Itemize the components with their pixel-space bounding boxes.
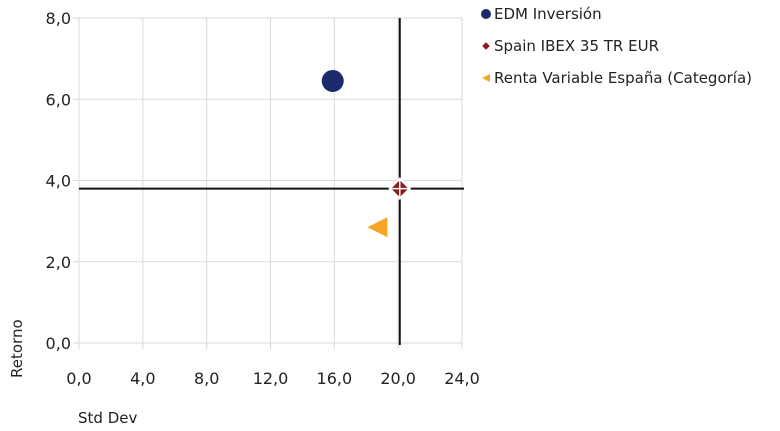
y-tick-label: 2,0 [46, 253, 71, 272]
x-tick-label: 24,0 [444, 369, 480, 388]
y-tick-label: 4,0 [46, 172, 71, 191]
data-point-2 [388, 177, 412, 201]
data-point-1 [321, 69, 344, 92]
legend-marker-2-shape [480, 40, 492, 52]
x-tick-label: 12,0 [253, 369, 289, 388]
legend: EDM Inversión Spain IBEX 35 TR EUR Renta V… [480, 5, 752, 87]
legend-marker-1 [481, 9, 491, 19]
y-tick-label: 0,0 [46, 334, 71, 353]
legend-label-2: Spain IBEX 35 TR EUR [494, 37, 659, 55]
legend-marker-3 [482, 74, 490, 82]
x-tick-label: 0,0 [66, 369, 91, 388]
x-tick-labels: 0,0 4,0 8,0 12,0 16,0 20,0 24,0 [66, 369, 480, 388]
x-tick-label: 16,0 [317, 369, 353, 388]
x-axis-title: Std Dev [78, 409, 137, 427]
y-tick-labels: 0,0 2,0 4,0 6,0 8,0 [46, 9, 71, 353]
legend-label-1: EDM Inversión [494, 5, 602, 23]
data-point-3 [367, 217, 388, 238]
x-tick-label: 4,0 [130, 369, 155, 388]
y-tick-label: 8,0 [46, 9, 71, 28]
x-tick-label: 20,0 [380, 369, 416, 388]
x-tick-label: 8,0 [194, 369, 219, 388]
y-tick-label: 6,0 [46, 90, 71, 109]
y-axis-title: Retorno [8, 319, 26, 378]
legend-label-3: Renta Variable España (Categoría) [494, 69, 752, 87]
legend-marker-2 [480, 40, 492, 52]
benchmark-crosshair [79, 18, 464, 345]
data-points [321, 69, 412, 238]
